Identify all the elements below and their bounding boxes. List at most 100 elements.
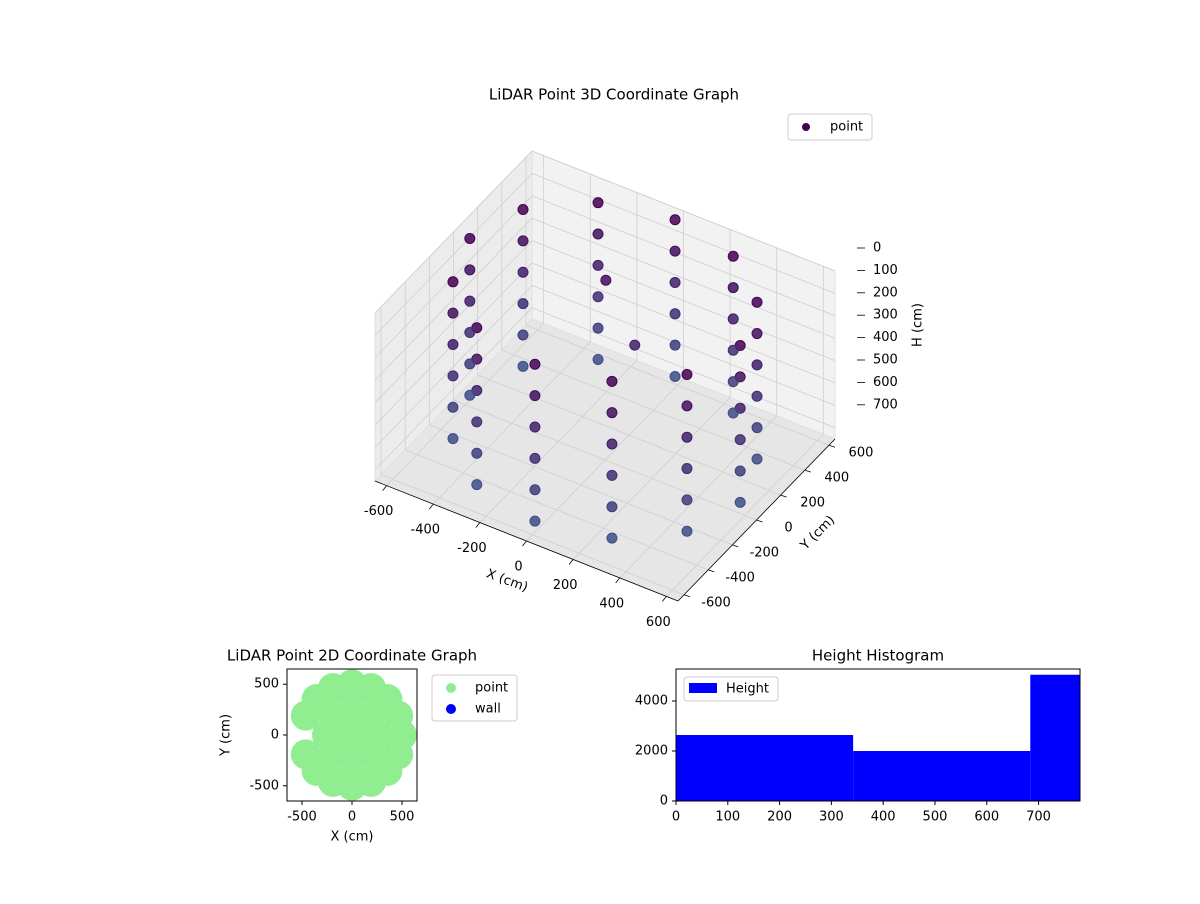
point [447,307,459,319]
point [517,329,529,341]
x-tick-label: 100 [715,810,740,825]
point [727,376,739,388]
y-tick-label: 2000 [635,744,668,759]
grid-line [374,240,533,403]
point [592,291,604,303]
x-tick-label: 500 [390,810,415,825]
grid-line [374,285,533,448]
point [471,416,483,428]
grid-line [405,449,709,571]
x-axis [374,480,679,602]
legend-marker [446,704,456,714]
point [727,282,739,294]
tick-mark [708,569,715,573]
y-tick-label: -600 [701,595,731,610]
y-tick-label: 500 [254,677,279,692]
point [529,484,541,496]
z-tick-label: 200 [873,285,898,300]
tick-mark [828,444,836,448]
point [447,370,459,382]
grid-line [531,240,836,361]
tick-mark [683,594,691,598]
point [751,359,763,371]
point [681,525,693,537]
plot-area [676,674,1080,801]
x-tick-label: 0 [672,810,680,825]
grid-line [429,424,733,546]
grid-line [380,474,685,596]
z-tick-label: 400 [873,330,898,345]
x-tick-label: 400 [871,810,896,825]
point [681,368,693,380]
point [681,463,693,475]
point [734,496,746,508]
point [529,358,541,370]
point [290,700,321,731]
point [727,407,739,419]
point [606,532,618,544]
y-tick-label: 0 [660,794,668,809]
chart-title: Height Histogram [812,647,944,665]
x-tick-label: -200 [457,541,487,556]
x-tick-label: -500 [287,810,317,825]
tick-mark [662,596,667,602]
x-tick-label: 300 [819,810,844,825]
y-tick-label: -400 [725,570,755,585]
point [517,235,529,247]
grid-line [374,150,533,314]
point [727,344,739,356]
tick-mark [756,519,763,523]
point [629,339,641,351]
point [447,339,459,351]
point [600,274,612,286]
tick-mark [615,577,621,584]
grid-line [374,307,533,471]
x-tick-label: -600 [364,504,394,519]
point [529,421,541,433]
z-tick-label: 0 [873,241,881,256]
legend-patch [689,683,717,693]
point [471,447,483,459]
bar [853,751,1031,801]
point [517,298,529,310]
grid-line [525,324,830,446]
point [734,434,746,446]
z-tick-label: 700 [873,397,898,412]
legend-marker [446,683,456,693]
point [517,266,529,278]
tick-mark [804,469,811,473]
point [447,276,459,288]
grid-line [374,173,533,336]
y-axis-label: Y (cm) [797,513,838,554]
point [669,308,681,320]
grid-line [453,399,757,521]
grid-line [531,150,836,272]
z-tick-label: 500 [873,353,898,368]
grid-line [531,285,836,406]
y-tick-label: 600 [849,446,874,461]
x-tick-label: 400 [599,596,624,611]
point [734,465,746,477]
point [669,276,681,288]
legend-label: point [830,120,863,135]
point [529,452,541,464]
point [592,353,604,365]
legend-label: point [475,681,508,696]
x-tick-label: 600 [974,810,999,825]
z-tick-label: 300 [873,308,898,323]
tick-mark [428,503,434,510]
y-axis [677,438,836,602]
point [727,313,739,325]
point [669,214,681,226]
tick-mark [522,540,527,547]
point [464,327,476,339]
point [606,438,618,450]
point [606,407,618,419]
point [606,375,618,387]
point [669,339,681,351]
point [464,389,476,401]
tick-mark [382,485,387,491]
point [727,250,739,262]
point [592,322,604,334]
tick-mark [475,522,481,528]
